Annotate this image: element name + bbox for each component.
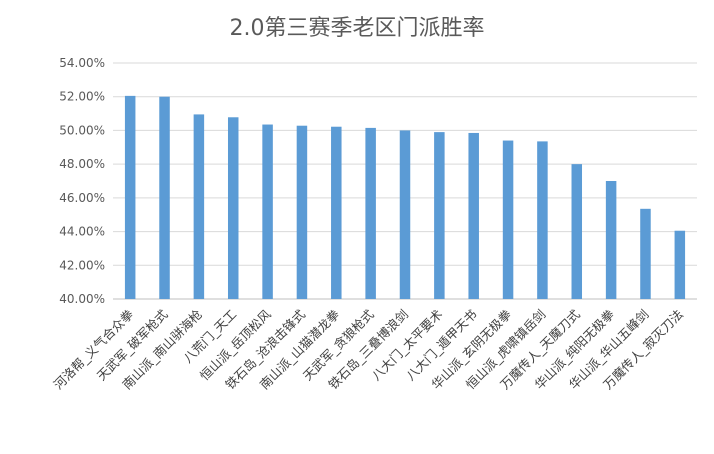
y-tick-label: 40.00%	[59, 292, 105, 306]
y-tick-label: 52.00%	[59, 90, 105, 104]
y-tick-label: 54.00%	[59, 56, 105, 70]
bar	[159, 96, 170, 299]
y-tick-label: 50.00%	[59, 123, 105, 137]
y-axis-ticks: 54.00% 52.00% 50.00% 48.00% 46.00% 44.00% 42.0…	[59, 56, 105, 306]
bar	[365, 127, 376, 300]
x-axis-labels: 河洛帮_义气合众拳天武军_破军枪式南山派_南山骈海枪八荒门_天工恒山派_岳顶松风…	[51, 306, 686, 392]
bar	[502, 140, 514, 299]
bar	[468, 132, 479, 299]
bar	[434, 132, 445, 299]
y-tick-label: 44.00%	[59, 225, 105, 239]
bar	[262, 124, 273, 300]
bar	[399, 130, 411, 299]
y-tick-label: 48.00%	[59, 157, 105, 171]
chart-title: 2.0第三赛季老区门派胜率	[229, 16, 485, 41]
y-tick-label: 46.00%	[59, 191, 105, 205]
bar	[674, 230, 686, 299]
bar	[124, 95, 136, 299]
bar	[537, 141, 548, 299]
y-tick-label: 42.00%	[59, 258, 105, 272]
bar	[571, 164, 583, 299]
bar	[193, 114, 205, 300]
bar	[640, 208, 651, 299]
bar	[605, 181, 617, 299]
bars	[124, 95, 686, 300]
bar	[296, 125, 308, 299]
bar	[227, 117, 239, 299]
bar	[331, 126, 342, 299]
